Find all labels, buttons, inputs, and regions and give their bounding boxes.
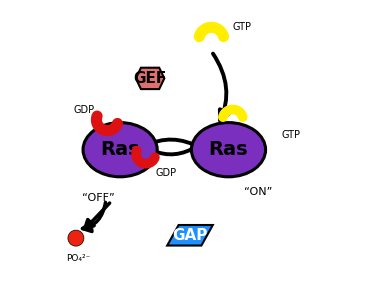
Text: “OFF”: “OFF”: [82, 193, 114, 203]
Text: Ras: Ras: [100, 140, 140, 159]
Polygon shape: [136, 68, 164, 89]
Text: GAP: GAP: [172, 228, 208, 243]
Text: GDP: GDP: [156, 168, 177, 177]
Text: GTP: GTP: [233, 22, 252, 32]
Ellipse shape: [83, 123, 157, 177]
Text: GEF: GEF: [133, 71, 167, 86]
Text: GDP: GDP: [73, 105, 94, 115]
Polygon shape: [167, 225, 213, 246]
Text: Ras: Ras: [209, 140, 248, 159]
Ellipse shape: [192, 123, 266, 177]
Text: PO₄²⁻: PO₄²⁻: [66, 254, 90, 263]
Text: “ON”: “ON”: [244, 187, 272, 198]
Text: GTP: GTP: [281, 130, 300, 141]
Circle shape: [68, 230, 84, 246]
